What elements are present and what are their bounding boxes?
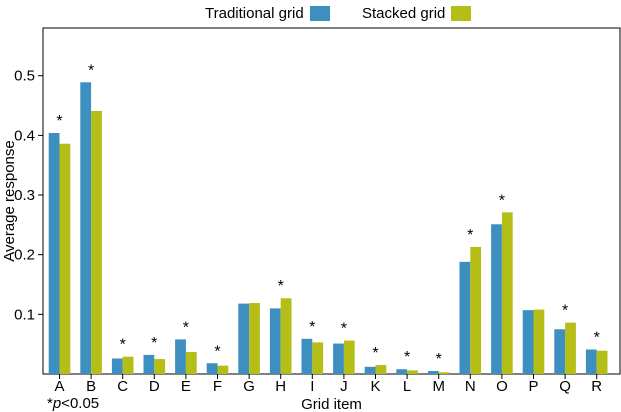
bar-G-traditional xyxy=(238,303,250,374)
bar-A-traditional xyxy=(48,132,60,374)
y-tick-label: 0.1 xyxy=(14,306,35,323)
y-axis-label: Average response xyxy=(1,140,18,261)
bar-H-traditional xyxy=(269,308,281,374)
significance-marker: * xyxy=(562,303,568,320)
bar-N-stacked xyxy=(470,246,482,374)
x-tick-label: H xyxy=(275,378,286,395)
x-tick-label: F xyxy=(213,378,222,395)
bar-O-stacked xyxy=(501,212,513,374)
bar-C-traditional xyxy=(111,358,123,374)
bar-M-traditional xyxy=(427,371,439,374)
plot-frame xyxy=(42,27,621,375)
significance-marker: * xyxy=(120,337,126,354)
significance-marker: * xyxy=(341,321,347,338)
x-tick-label: G xyxy=(243,378,255,395)
bar-E-stacked xyxy=(185,351,197,374)
bar-L-traditional xyxy=(396,369,408,374)
bar-D-stacked xyxy=(154,359,166,374)
legend: Traditional grid Stacked grid xyxy=(0,2,621,24)
x-axis-label: Grid item xyxy=(301,396,362,411)
x-tick-label: A xyxy=(54,378,64,395)
significance-marker: * xyxy=(183,319,189,336)
significance-marker: * xyxy=(309,319,315,336)
bar-H-stacked xyxy=(280,298,292,374)
x-tick-label: K xyxy=(370,378,380,395)
bar-N-traditional xyxy=(459,261,471,374)
legend-swatch-stacked xyxy=(451,5,472,21)
significance-marker: * xyxy=(499,192,505,209)
significance-marker: * xyxy=(436,351,442,368)
significance-marker: * xyxy=(594,330,600,347)
x-tick-label: J xyxy=(340,378,348,395)
x-tick-label: R xyxy=(591,378,602,395)
bar-D-traditional xyxy=(143,354,155,374)
bar-L-stacked xyxy=(407,370,418,374)
x-tick-label: E xyxy=(181,378,191,395)
bar-M-stacked xyxy=(438,372,450,374)
footnote-p: p xyxy=(52,395,62,412)
bar-P-traditional xyxy=(522,310,534,374)
significance-footnote: *p<0.05 xyxy=(47,395,99,412)
legend-label-traditional: Traditional grid xyxy=(205,4,304,22)
x-tick-label: D xyxy=(149,378,160,395)
y-tick-label: 0.4 xyxy=(14,127,35,144)
significance-marker: * xyxy=(151,335,157,352)
significance-marker: * xyxy=(278,278,284,295)
legend-item-stacked: Stacked grid xyxy=(362,2,472,24)
legend-label-stacked: Stacked grid xyxy=(362,4,446,22)
footnote-threshold: <0.05 xyxy=(61,395,100,412)
y-tick-label: 0.3 xyxy=(14,187,35,204)
bar-I-traditional xyxy=(301,338,313,374)
bar-O-traditional xyxy=(491,224,502,374)
x-tick-label: L xyxy=(403,378,411,395)
bar-K-traditional xyxy=(364,366,376,374)
bar-A-stacked xyxy=(59,143,71,374)
bar-I-stacked xyxy=(312,342,324,374)
significance-marker: * xyxy=(372,345,378,362)
x-tick-label: P xyxy=(528,378,538,395)
bar-B-stacked xyxy=(91,110,102,375)
bar-Q-traditional xyxy=(554,329,566,374)
bar-K-stacked xyxy=(375,365,387,374)
bar-F-traditional xyxy=(206,363,218,374)
x-tick-label: M xyxy=(432,378,445,395)
x-tick-label: N xyxy=(465,378,476,395)
bar-R-traditional xyxy=(585,349,597,374)
y-tick-label: 0.2 xyxy=(14,247,35,264)
significance-marker: * xyxy=(404,349,410,366)
significance-marker: * xyxy=(88,62,94,79)
legend-swatch-traditional xyxy=(309,5,330,21)
significance-marker: * xyxy=(214,343,220,360)
x-tick-label: B xyxy=(86,378,96,395)
bar-J-traditional xyxy=(333,343,344,374)
x-tick-label: C xyxy=(117,378,128,395)
bar-Q-stacked xyxy=(565,322,576,374)
bar-J-stacked xyxy=(343,340,355,374)
significance-marker: * xyxy=(467,227,473,244)
x-tick-label: Q xyxy=(559,378,571,395)
bar-F-stacked xyxy=(217,365,229,374)
bar-G-stacked xyxy=(249,303,260,374)
x-tick-label: O xyxy=(496,378,508,395)
legend-item-traditional: Traditional grid xyxy=(205,2,330,24)
bar-E-traditional xyxy=(175,339,186,374)
y-tick-label: 0.5 xyxy=(14,68,35,85)
significance-marker: * xyxy=(56,113,62,130)
x-tick-label: I xyxy=(310,378,314,395)
footnote-star: * xyxy=(47,395,53,412)
bar-C-stacked xyxy=(122,356,134,374)
bar-R-stacked xyxy=(596,350,608,374)
bar-B-traditional xyxy=(80,82,92,375)
bar-P-stacked xyxy=(533,309,545,374)
